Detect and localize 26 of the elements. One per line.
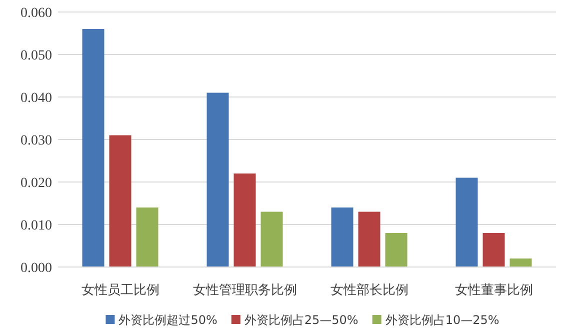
bar [331, 208, 354, 267]
bar [234, 174, 256, 267]
x-tick-label: 女性董事比例 [454, 283, 533, 298]
y-tick-label: 0.020 [20, 176, 52, 191]
y-tick-label: 0.000 [20, 261, 52, 276]
y-tick-label: 0.040 [20, 91, 52, 106]
y-tick-label: 0.030 [20, 134, 52, 148]
x-tick-label: 女性部长比例 [330, 283, 408, 298]
legend-label: 外资比例超过50% [118, 313, 218, 327]
y-tick-label: 0.060 [20, 6, 52, 21]
bar [136, 208, 158, 267]
bar [109, 135, 132, 267]
legend-label: 外资比例占10—25% [385, 313, 500, 327]
bar [260, 212, 283, 267]
bar [206, 92, 229, 267]
bar [456, 178, 478, 267]
bar [482, 233, 505, 267]
legend-label: 外资比例占25—50% [244, 313, 358, 327]
bar [358, 212, 380, 267]
bar [385, 233, 408, 267]
bar [82, 29, 104, 267]
y-tick-label: 0.050 [20, 48, 52, 64]
x-tick-label: 女性员工比例 [81, 283, 160, 298]
x-tick-label: 女性管理职务比例 [192, 283, 297, 298]
y-tick-label: 0.010 [20, 218, 52, 234]
bar [510, 258, 532, 267]
